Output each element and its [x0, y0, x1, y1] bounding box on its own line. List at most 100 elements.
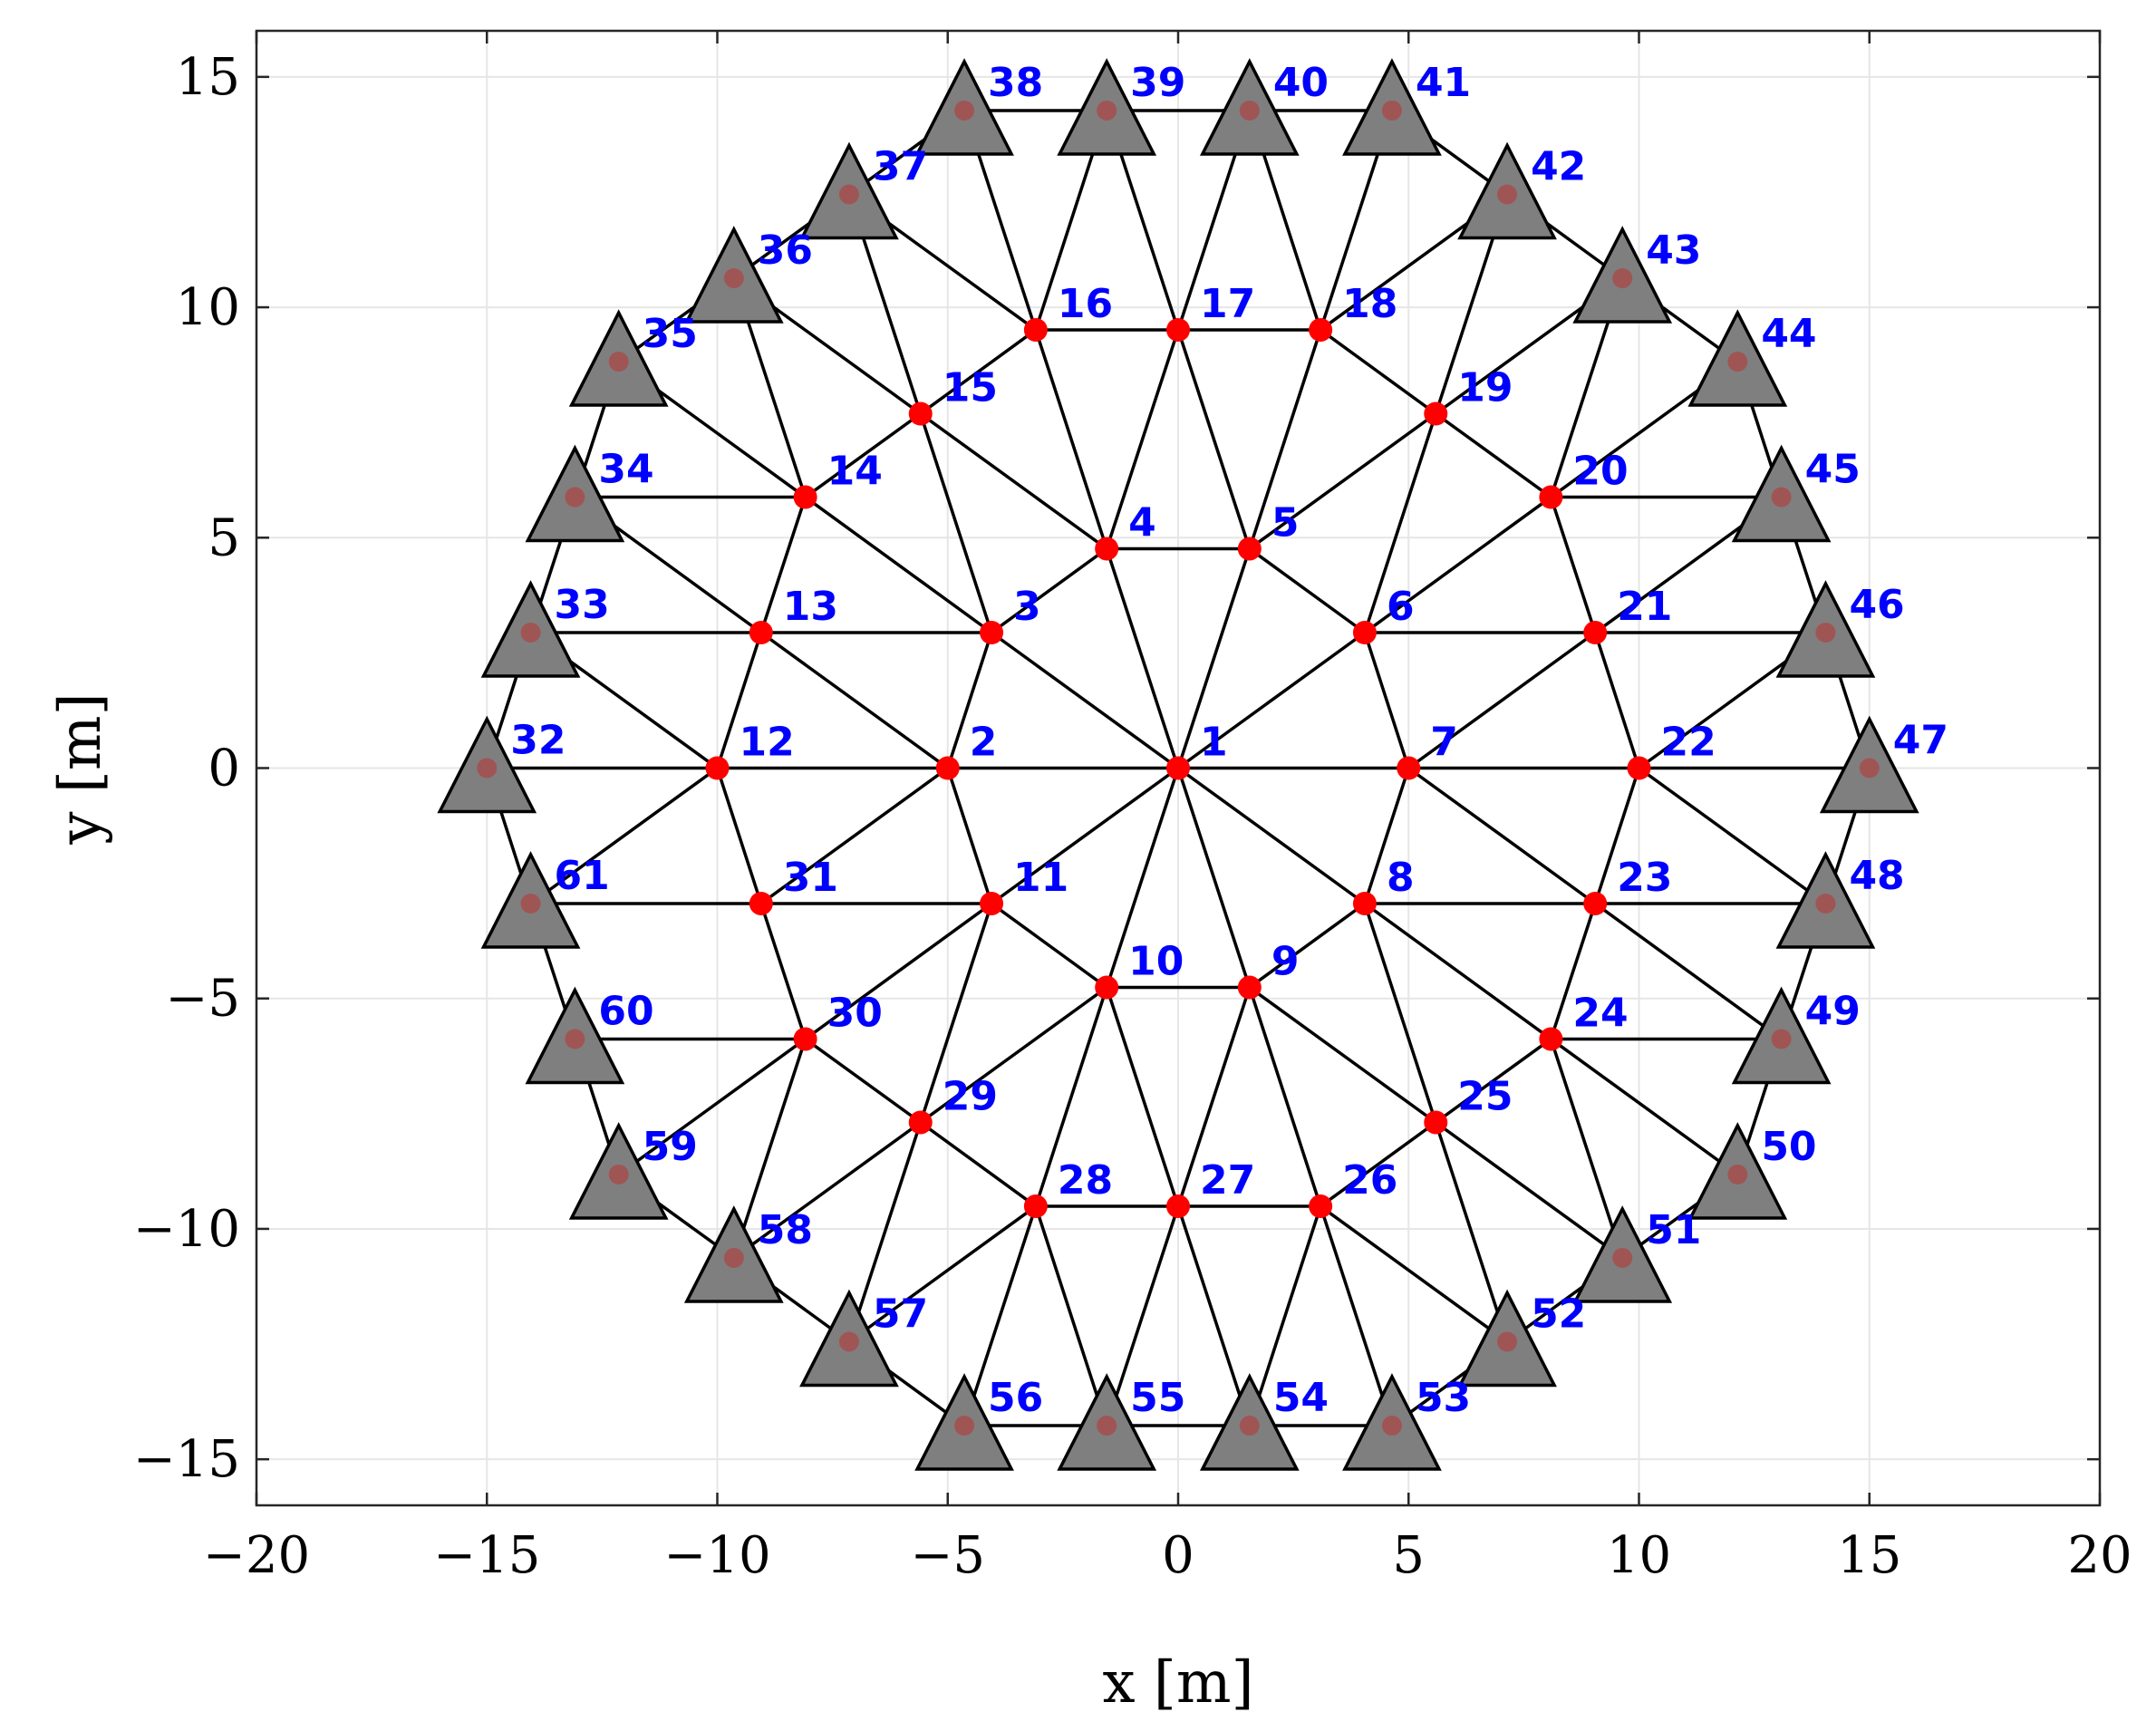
truss-member: [847, 1121, 923, 1343]
free-node-marker: [749, 621, 773, 645]
support-node-marker: [1771, 487, 1792, 508]
support-node-marker: [1097, 100, 1117, 121]
node-label: 2: [970, 720, 998, 766]
node-label: 12: [740, 720, 795, 766]
truss-member: [1176, 329, 1252, 550]
node-label: 28: [1058, 1157, 1113, 1204]
support-nodes: [437, 58, 1919, 1471]
truss-member: [991, 631, 1180, 769]
truss-member: [1105, 986, 1180, 1207]
truss-member: [1248, 547, 1366, 634]
support-node-marker: [838, 184, 859, 205]
node-label: 44: [1761, 311, 1816, 357]
truss-member: [1034, 986, 1108, 1207]
free-node-marker: [1539, 485, 1563, 509]
node-label: 36: [758, 227, 813, 274]
node-label: 15: [943, 365, 998, 411]
truss-member: [1176, 767, 1366, 905]
support-node-marker: [1727, 1164, 1748, 1185]
truss-member: [1363, 412, 1437, 633]
node-label: 39: [1130, 60, 1185, 106]
free-node-marker: [1352, 891, 1377, 915]
truss-member: [804, 496, 993, 634]
support-node-marker: [565, 487, 585, 508]
truss-member: [715, 767, 763, 904]
x-tick-label: 0: [1162, 1526, 1194, 1585]
node-label: 26: [1342, 1157, 1397, 1204]
node-label: 46: [1849, 582, 1904, 628]
y-tick-label: 0: [208, 740, 240, 798]
node-label: 35: [643, 311, 698, 357]
node-label: 25: [1457, 1073, 1513, 1119]
truss-member: [1593, 632, 1641, 769]
y-tick-label: 10: [176, 278, 240, 337]
node-label: 56: [988, 1375, 1043, 1421]
free-node-marker: [1095, 975, 1119, 1000]
y-tick-label: −5: [165, 970, 240, 1029]
y-tick-label: 5: [208, 508, 240, 567]
support-node-marker: [1815, 893, 1836, 914]
truss-member: [1363, 903, 1437, 1124]
node-label: 49: [1805, 988, 1861, 1034]
truss-member: [804, 1038, 922, 1124]
node-label: 3: [1013, 584, 1041, 630]
truss-member: [1176, 631, 1366, 769]
truss-member: [1248, 329, 1322, 550]
node-label: 30: [827, 990, 883, 1036]
node-label: 52: [1531, 1291, 1586, 1338]
node-label: 14: [827, 449, 883, 495]
truss-member: [1407, 767, 1597, 905]
truss-member: [946, 767, 993, 904]
truss-member: [1363, 902, 1552, 1040]
y-tick-label: −10: [133, 1200, 240, 1259]
node-label: 16: [1058, 281, 1113, 327]
support-node-marker: [723, 1247, 744, 1268]
support-node-marker: [954, 100, 975, 121]
truss-member: [732, 1121, 922, 1260]
node-label: 31: [783, 855, 838, 901]
node-label: 55: [1130, 1375, 1185, 1421]
truss-member: [991, 547, 1108, 634]
x-axis-title: x [m]: [1102, 1649, 1253, 1716]
node-label: 23: [1617, 855, 1672, 901]
node-label: 13: [783, 584, 838, 630]
truss-member: [847, 1204, 1037, 1343]
truss-member: [804, 412, 922, 498]
node-label: 45: [1805, 447, 1861, 493]
truss-member: [1105, 547, 1180, 769]
node-label: 7: [1430, 720, 1458, 766]
free-node-marker: [908, 401, 933, 426]
support-node-marker: [1771, 1029, 1792, 1049]
truss-member: [1435, 1038, 1552, 1124]
truss-member: [1593, 767, 1641, 904]
node-label: 8: [1387, 855, 1415, 901]
free-node-marker: [1583, 621, 1608, 645]
x-tick-label: −20: [203, 1526, 310, 1585]
node-label: 29: [943, 1073, 998, 1119]
x-tick-label: 5: [1392, 1526, 1425, 1585]
truss-member: [1363, 767, 1410, 904]
x-tick-label: 20: [2067, 1526, 2132, 1585]
truss-member: [759, 903, 807, 1040]
node-label: 9: [1271, 939, 1300, 985]
support-node-marker: [838, 1331, 859, 1352]
truss-member: [1248, 412, 1437, 550]
free-node-marker: [1166, 756, 1190, 780]
node-label: 34: [598, 447, 653, 493]
truss-member: [1034, 1205, 1108, 1426]
node-label: 43: [1646, 227, 1701, 274]
truss-member: [1248, 986, 1322, 1207]
truss-member: [1407, 631, 1597, 769]
truss-member: [1248, 986, 1437, 1124]
free-node-marker: [749, 891, 773, 915]
node-label: 58: [758, 1207, 813, 1253]
truss-member: [1320, 328, 1437, 415]
truss-member: [919, 1121, 1037, 1208]
truss-member: [946, 632, 993, 769]
node-label: 57: [873, 1291, 928, 1338]
node-label: 41: [1416, 60, 1471, 106]
free-node-marker: [935, 756, 960, 780]
truss-member: [1363, 496, 1552, 634]
truss-member: [1435, 1121, 1624, 1260]
